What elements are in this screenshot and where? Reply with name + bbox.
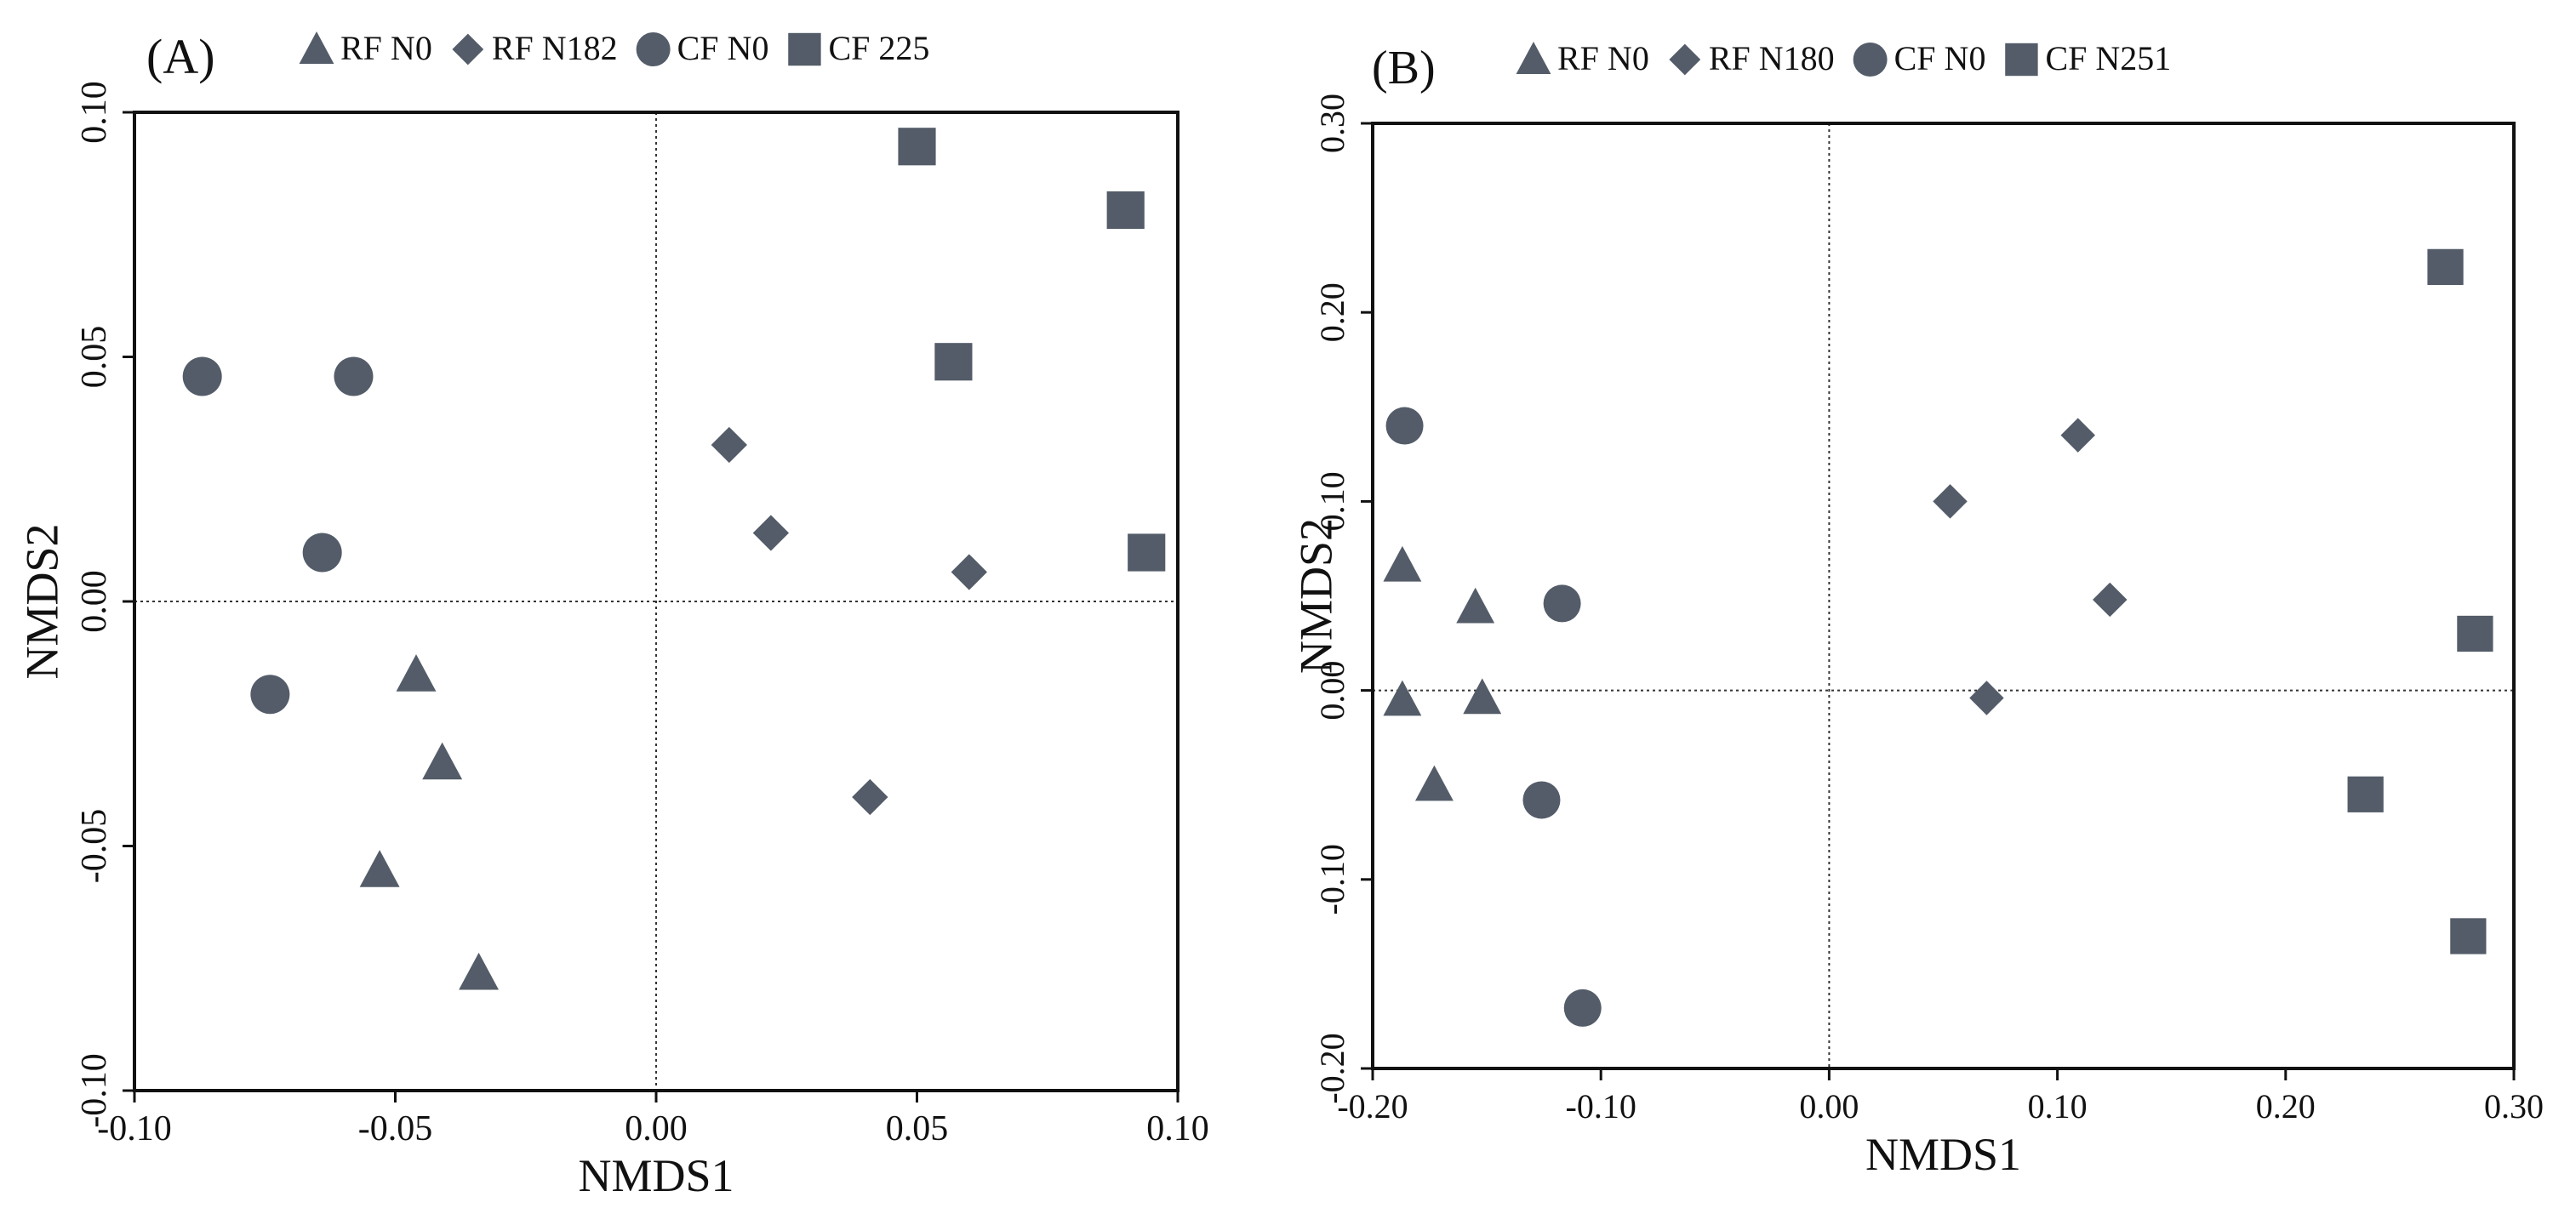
data-point[interactable] [711,426,747,464]
triangle-icon[interactable] [1516,42,1551,74]
legend-label: RF N0 [340,29,432,67]
panel-b: -0.20 -0.10 0.00 0.10 0.20 0.30 -0.20 -0.10 0.00… [1290,39,2544,1180]
series-rf-n182 [711,426,987,816]
legend-item: RF N182 [452,29,618,67]
legend-item: CF N0 [636,29,769,67]
x-axis-title: NMDS1 [1865,1129,2021,1180]
data-point[interactable] [1414,765,1454,801]
data-point[interactable] [2060,418,2095,453]
legend: RF N0 RF N182 CF N0 CF 225 [299,29,929,67]
circle-icon[interactable] [636,32,671,66]
data-point[interactable] [459,952,500,990]
triangle-icon[interactable] [299,31,334,64]
legend: RF N0 RF N180 CF N0 CF N251 [1516,39,2171,77]
data-point[interactable] [250,675,290,715]
legend-label: CF N0 [677,29,769,67]
data-point[interactable] [1563,989,1602,1027]
y-tick-label: 0.05 [75,326,114,389]
series-rf-n180 [1933,418,2128,715]
data-point[interactable] [2347,776,2384,812]
data-point[interactable] [2450,918,2487,954]
x-tick-label: -0.10 [97,1109,172,1148]
data-point[interactable] [302,533,342,573]
x-tick-label: -0.10 [1566,1087,1636,1125]
legend-label: RF N0 [1557,39,1649,77]
data-point[interactable] [752,515,790,551]
data-point[interactable] [1383,680,1422,716]
square-icon[interactable] [788,32,821,66]
legend-item: CF 225 [788,29,929,67]
legend-label: CF N251 [2045,39,2171,77]
diamond-icon[interactable] [1669,43,1701,76]
legend-item: RF N0 [299,29,432,67]
series-cf-n0 [182,356,374,715]
x-tick-label: 0.30 [2484,1087,2544,1125]
panel-label: (A) [146,29,215,84]
circle-icon[interactable] [1853,43,1888,77]
series-rf-n0 [1383,545,1502,801]
y-tick-label: 0.10 [1313,471,1351,531]
legend-label: RF N180 [1709,39,1835,77]
y-tick-label: -0.20 [1313,1033,1351,1103]
panel-label: (B) [1372,42,1436,94]
x-tick-label: 0.20 [2256,1087,2316,1125]
data-point[interactable] [1463,678,1502,715]
data-point[interactable] [1522,781,1561,819]
y-tick-label: 0.10 [75,81,114,144]
series-cf-n0 [1385,407,1602,1027]
data-point[interactable] [1543,584,1581,623]
data-point[interactable] [396,654,437,692]
data-point[interactable] [951,554,987,590]
legend-item: CF N251 [2005,39,2171,77]
data-point[interactable] [852,778,888,816]
data-point[interactable] [1106,191,1145,230]
data-point[interactable] [422,742,463,780]
data-point[interactable] [182,356,222,396]
y-tick-label: 0.00 [75,570,114,633]
x-axis-title: NMDS1 [578,1150,734,1201]
x-tick-label: 0.00 [1799,1087,1859,1125]
y-axis-title: NMDS2 [1290,518,1341,674]
y-tick-label: 0.20 [1313,282,1351,342]
legend-label: RF N182 [492,29,618,67]
data-point[interactable] [1383,545,1422,582]
data-point[interactable] [1128,533,1166,572]
legend-item: RF N0 [1516,39,1649,77]
data-point[interactable] [334,356,374,396]
series-cf-n251 [2347,248,2493,954]
data-point[interactable] [1933,484,1968,519]
legend-item: CF N0 [1853,39,1986,77]
y-tick-label: -0.10 [75,1053,114,1128]
diamond-icon[interactable] [452,33,484,66]
plot-frame [1371,122,2516,1070]
data-point[interactable] [2457,615,2493,652]
x-tick-label: -0.20 [1337,1087,1408,1125]
data-point[interactable] [2093,582,2128,618]
x-tick-label: 0.00 [625,1109,688,1148]
x-tick-label: -0.05 [358,1109,433,1148]
series-rf-n0 [359,654,500,990]
y-tick-label: -0.10 [1313,844,1351,914]
data-point[interactable] [934,343,973,381]
data-point[interactable] [359,850,400,887]
y-tick-label: 0.30 [1313,94,1351,153]
data-point[interactable] [1969,681,2004,715]
legend-label: CF 225 [828,29,929,67]
y-axis-title: NMDS2 [16,523,67,679]
data-point[interactable] [1456,587,1495,624]
series-cf-225 [898,128,1166,572]
square-icon[interactable] [2005,43,2038,77]
panel-a: -0.10 -0.05 0.00 0.05 0.10 -0.10 -0.05 0.00 0.05… [16,29,1208,1201]
x-tick-label: 0.10 [1146,1109,1209,1148]
data-point[interactable] [898,128,936,166]
legend-label: CF N0 [1894,39,1986,77]
x-tick-label: 0.10 [2028,1087,2088,1125]
data-point[interactable] [2427,248,2464,285]
data-point[interactable] [1385,407,1424,445]
y-tick-label: -0.05 [75,809,114,884]
legend-item: RF N180 [1669,39,1835,77]
x-tick-label: 0.05 [886,1109,949,1148]
y-tick-label: 0.00 [1313,661,1351,721]
